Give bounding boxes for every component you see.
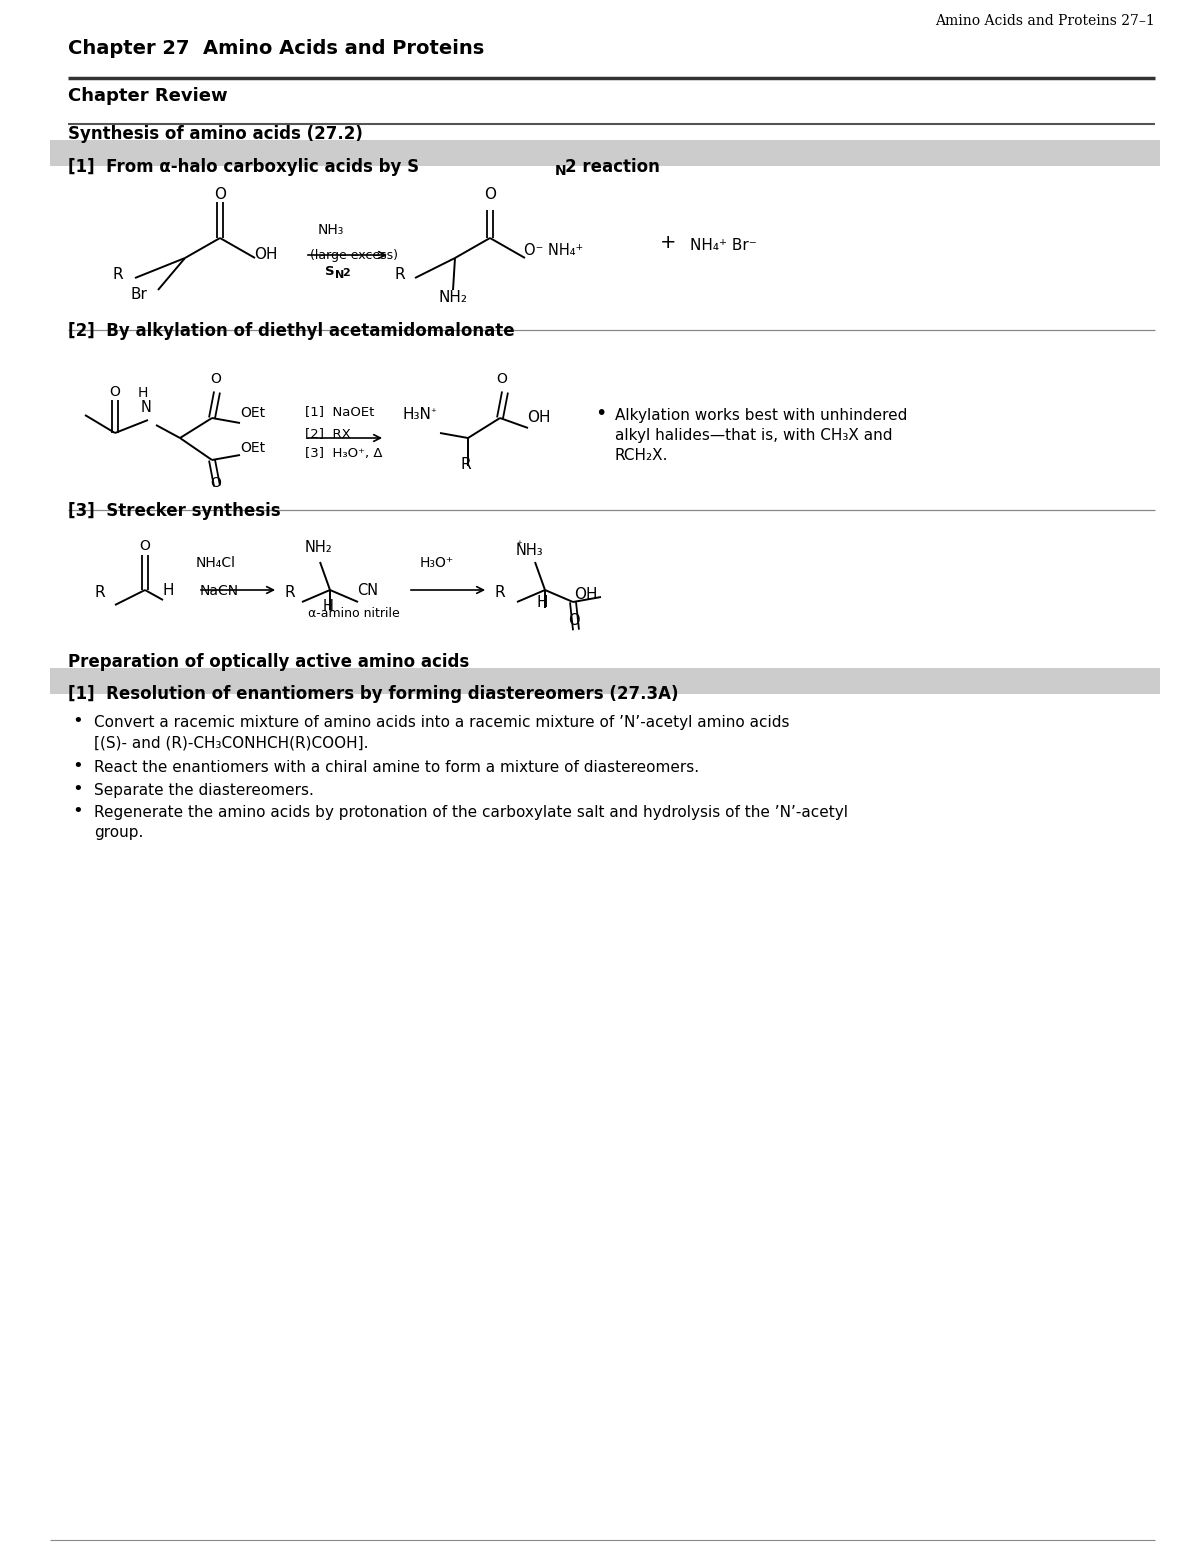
Text: O: O xyxy=(484,186,496,202)
Text: H: H xyxy=(138,387,149,401)
Text: O: O xyxy=(496,373,506,387)
Text: NaCN: NaCN xyxy=(200,584,239,598)
Text: H₃N: H₃N xyxy=(403,407,432,422)
Text: R: R xyxy=(112,267,122,283)
Text: Chapter 27  Amino Acids and Proteins: Chapter 27 Amino Acids and Proteins xyxy=(68,39,485,57)
Text: Synthesis of amino acids (27.2): Synthesis of amino acids (27.2) xyxy=(68,124,362,143)
Text: NH₂: NH₂ xyxy=(438,290,467,304)
Text: +: + xyxy=(660,233,677,252)
Text: 2: 2 xyxy=(342,269,349,278)
Text: O: O xyxy=(109,385,120,399)
Text: 2 reaction: 2 reaction xyxy=(565,158,660,175)
Text: Amino Acids and Proteins 27–1: Amino Acids and Proteins 27–1 xyxy=(935,14,1154,28)
Text: OEt: OEt xyxy=(240,441,265,455)
Text: alkyl halides—that is, with CH₃X and: alkyl halides—that is, with CH₃X and xyxy=(616,429,893,443)
Text: Regenerate the amino acids by protonation of the carboxylate salt and hydrolysis: Regenerate the amino acids by protonatio… xyxy=(94,804,848,820)
Text: •: • xyxy=(72,711,83,730)
Text: O: O xyxy=(210,373,221,387)
Text: O: O xyxy=(214,186,226,202)
Text: O: O xyxy=(210,477,221,491)
Bar xyxy=(50,668,1160,694)
Text: ⁺: ⁺ xyxy=(516,540,522,550)
Text: Alkylation works best with unhindered: Alkylation works best with unhindered xyxy=(616,408,907,422)
Text: [1]  From α-halo carboxylic acids by S: [1] From α-halo carboxylic acids by S xyxy=(68,158,419,175)
Text: Chapter Review: Chapter Review xyxy=(68,87,228,106)
Text: CN: CN xyxy=(358,582,378,598)
Text: R: R xyxy=(286,585,295,599)
Text: H: H xyxy=(162,582,174,598)
Text: H: H xyxy=(323,599,334,613)
Text: (large excess): (large excess) xyxy=(310,248,398,262)
Text: OH: OH xyxy=(527,410,551,426)
Text: N: N xyxy=(554,165,566,179)
Text: [1]  NaOEt: [1] NaOEt xyxy=(305,405,374,418)
Text: Br: Br xyxy=(130,287,146,301)
Text: [1]  Resolution of enantiomers by forming diastereomers (27.3A): [1] Resolution of enantiomers by forming… xyxy=(68,685,678,704)
Text: •: • xyxy=(72,756,83,775)
Text: R: R xyxy=(95,585,106,599)
Text: [3]  H₃O⁺, Δ: [3] H₃O⁺, Δ xyxy=(305,447,383,460)
Text: ⁺: ⁺ xyxy=(430,408,436,418)
Text: H: H xyxy=(538,595,548,610)
Text: R: R xyxy=(395,267,406,283)
Text: [3]  Strecker synthesis: [3] Strecker synthesis xyxy=(68,502,281,520)
Text: •: • xyxy=(72,780,83,798)
Text: S: S xyxy=(325,266,335,278)
Text: OH: OH xyxy=(254,247,277,262)
Text: [2]  RX: [2] RX xyxy=(305,427,350,439)
Text: NH₂: NH₂ xyxy=(305,540,332,554)
Text: R: R xyxy=(461,457,472,472)
Text: Preparation of optically active amino acids: Preparation of optically active amino ac… xyxy=(68,652,469,671)
Text: N: N xyxy=(335,270,344,280)
Text: [(S)- and (R)-CH₃CONHCH(R)COOH].: [(S)- and (R)-CH₃CONHCH(R)COOH]. xyxy=(94,735,368,750)
Text: R: R xyxy=(496,585,505,599)
Text: •: • xyxy=(595,404,606,422)
Text: [2]  By alkylation of diethyl acetamidomalonate: [2] By alkylation of diethyl acetamidoma… xyxy=(68,321,515,340)
Text: RCH₂X.: RCH₂X. xyxy=(616,447,668,463)
Text: O⁻ NH₄⁺: O⁻ NH₄⁺ xyxy=(524,242,583,258)
Text: Separate the diastereomers.: Separate the diastereomers. xyxy=(94,783,314,798)
Text: group.: group. xyxy=(94,825,143,840)
Text: OEt: OEt xyxy=(240,405,265,419)
Bar xyxy=(50,140,1160,166)
Text: OH: OH xyxy=(574,587,598,603)
Text: H₃O⁺: H₃O⁺ xyxy=(420,556,454,570)
Text: NH₃: NH₃ xyxy=(516,544,544,558)
Text: •: • xyxy=(72,801,83,820)
Text: React the enantiomers with a chiral amine to form a mixture of diastereomers.: React the enantiomers with a chiral amin… xyxy=(94,759,700,775)
Text: Convert a racemic mixture of amino acids into a racemic mixture of ’N’-acetyl am: Convert a racemic mixture of amino acids… xyxy=(94,714,790,730)
Text: O: O xyxy=(568,613,580,627)
Text: α-amino nitrile: α-amino nitrile xyxy=(308,607,400,620)
Text: NH₄⁺ Br⁻: NH₄⁺ Br⁻ xyxy=(690,238,757,253)
Text: O: O xyxy=(139,539,150,553)
Text: NH₃: NH₃ xyxy=(318,224,344,238)
Text: N: N xyxy=(142,401,152,415)
Text: NH₄Cl: NH₄Cl xyxy=(196,556,236,570)
